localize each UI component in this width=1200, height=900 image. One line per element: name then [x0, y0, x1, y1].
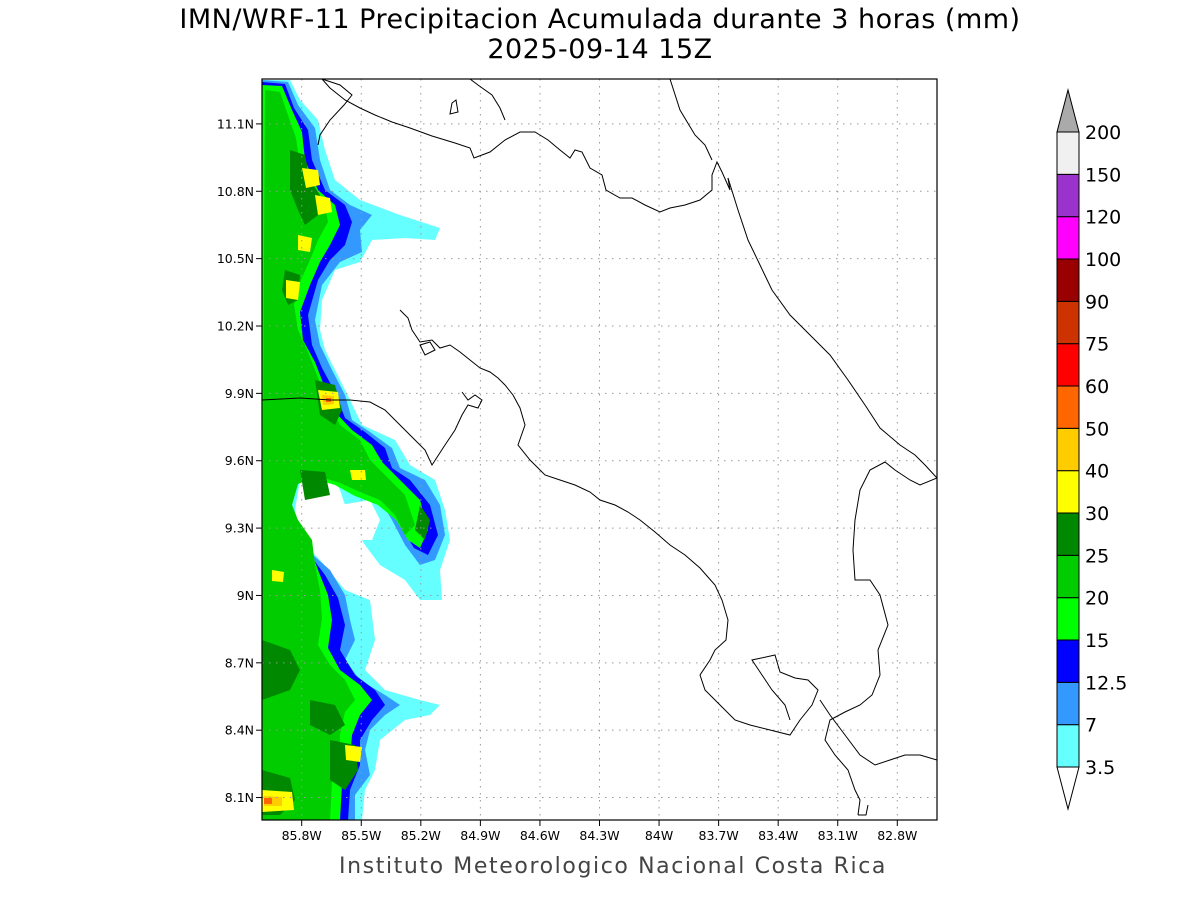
colorbar-level-label: 7	[1085, 715, 1097, 737]
colorbar-level-label: 200	[1085, 122, 1121, 144]
lon-tick-label: 84.6W	[520, 828, 560, 843]
lat-tick-label: 9.3N	[225, 521, 254, 536]
map-title: IMN/WRF-11 Precipitacion Acumulada duran…	[179, 4, 1021, 35]
lon-tick-label: 85.2W	[401, 828, 441, 843]
colorbar-swatch	[1056, 300, 1080, 345]
latitude-axis: 11.1N 10.8N 10.5N 10.2N 9.9N 9.6N 9.3N 9N 8.7N 8.…	[217, 116, 262, 805]
lat-tick-label: 10.8N	[217, 184, 254, 199]
lat-tick-label: 11.1N	[217, 116, 254, 131]
lon-tick-label: 84W	[645, 828, 673, 843]
lon-tick-label: 85.8W	[282, 828, 322, 843]
lat-tick-label: 9.6N	[225, 453, 254, 468]
lon-tick-label: 83.4W	[758, 828, 798, 843]
colorbar-over-triangle	[1056, 88, 1080, 133]
colorbar-swatch	[1056, 216, 1080, 260]
colorbar-swatch	[1056, 173, 1080, 218]
map-grid	[262, 79, 937, 820]
map-subtitle-datetime: 2025-09-14 15Z	[487, 34, 713, 65]
colorbar-level-label: 3.5	[1085, 757, 1115, 779]
lat-tick-label: 9N	[237, 588, 254, 603]
colorbar-swatch	[1056, 427, 1080, 472]
lon-tick-label: 83.7W	[699, 828, 739, 843]
colorbar-level-label: 20	[1085, 588, 1109, 610]
lon-tick-label: 84.3W	[579, 828, 619, 843]
colorbar: 3.5 7 12.5 15 20 25 30 40 50 60 75 90 100 120 150 200	[1056, 88, 1127, 811]
colorbar-swatch	[1056, 385, 1080, 429]
lon-tick-label: 82.8W	[877, 828, 917, 843]
lat-tick-label: 8.1N	[225, 790, 254, 805]
colorbar-swatch	[1056, 258, 1080, 302]
colorbar-level-label: 100	[1085, 249, 1121, 271]
colorbar-swatch	[1056, 681, 1080, 726]
lat-tick-label: 8.7N	[225, 655, 254, 670]
coastline-and-borders	[262, 79, 937, 816]
colorbar-level-label: 15	[1085, 630, 1109, 652]
lat-tick-label: 9.9N	[225, 386, 254, 401]
colorbar-swatch	[1056, 597, 1080, 641]
colorbar-level-label: 150	[1085, 164, 1121, 186]
colorbar-under-triangle	[1056, 766, 1080, 811]
colorbar-level-label: 60	[1085, 376, 1109, 398]
lon-tick-label: 84.9W	[460, 828, 500, 843]
colorbar-level-label: 40	[1085, 461, 1109, 483]
lat-tick-label: 10.5N	[217, 251, 254, 266]
colorbar-swatch	[1056, 639, 1080, 683]
colorbar-level-label: 120	[1085, 207, 1121, 229]
colorbar-swatch	[1056, 131, 1080, 175]
colorbar-level-label: 25	[1085, 545, 1109, 567]
precipitation-field	[262, 80, 450, 820]
lon-tick-label: 83.1W	[818, 828, 858, 843]
lat-tick-label: 10.2N	[217, 319, 254, 334]
lat-tick-label: 8.4N	[225, 723, 254, 738]
colorbar-level-label: 90	[1085, 291, 1109, 313]
map-footer-credit: Instituto Meteorologico Nacional Costa R…	[339, 854, 887, 879]
colorbar-swatch	[1056, 470, 1080, 514]
colorbar-level-label: 50	[1085, 418, 1109, 440]
colorbar-swatch	[1056, 554, 1080, 599]
colorbar-swatch	[1056, 343, 1080, 387]
colorbar-level-label: 75	[1085, 334, 1109, 356]
colorbar-swatch	[1056, 724, 1080, 768]
colorbar-level-label: 30	[1085, 503, 1109, 525]
colorbar-swatch	[1056, 512, 1080, 556]
colorbar-level-label: 12.5	[1085, 672, 1127, 694]
longitude-axis: 85.8W 85.5W 85.2W 84.9W 84.6W 84.3W 84W 83.7W 83…	[282, 820, 917, 843]
lon-tick-label: 85.5W	[341, 828, 381, 843]
